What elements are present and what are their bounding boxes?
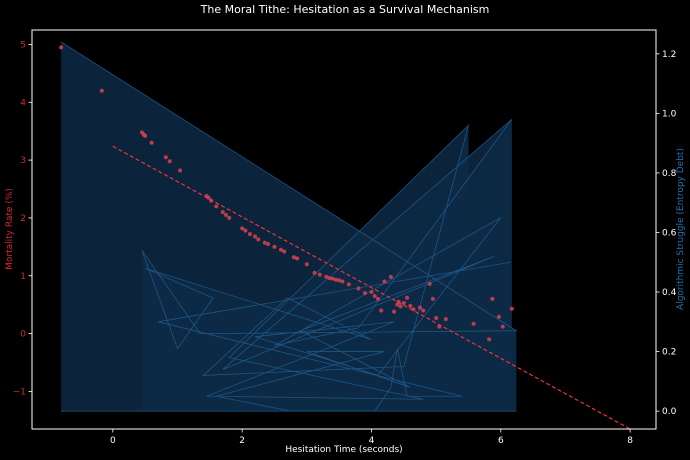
data-point	[398, 304, 403, 309]
data-point	[282, 249, 287, 254]
data-point	[272, 244, 277, 249]
data-point	[356, 286, 361, 291]
data-point	[401, 300, 406, 305]
data-point	[256, 237, 261, 242]
data-point	[291, 255, 296, 260]
y2-tick-label: 0.2	[662, 348, 676, 358]
data-point	[312, 270, 317, 275]
data-point	[471, 321, 476, 326]
data-point	[324, 274, 329, 279]
y2-tick-label: 1.2	[662, 50, 676, 60]
data-point	[295, 256, 300, 261]
data-point	[388, 274, 393, 279]
data-point	[434, 315, 439, 320]
x-tick-label: 8	[627, 436, 633, 446]
x-tick-label: 2	[239, 436, 245, 446]
data-point	[337, 278, 342, 283]
data-point	[496, 314, 501, 319]
data-point	[487, 337, 492, 342]
trend-dashed-line	[112, 145, 631, 430]
data-point	[223, 213, 228, 218]
data-point	[253, 234, 258, 239]
data-point	[405, 295, 410, 300]
y-tick-label: 2	[20, 214, 26, 224]
data-point	[262, 240, 267, 245]
y-tick-label: 4	[20, 98, 26, 108]
y-tick-label: −1	[13, 387, 26, 397]
data-point	[417, 305, 422, 310]
data-point	[327, 276, 332, 281]
entropy-area-series	[60, 41, 518, 412]
data-point	[408, 303, 413, 308]
data-point	[411, 307, 416, 312]
x-axis: 0 2 4 6 8	[110, 429, 633, 446]
y2-tick-label: 0.8	[662, 169, 677, 179]
x-tick-label: 4	[369, 436, 375, 446]
data-point	[382, 279, 387, 284]
data-point	[340, 279, 345, 284]
data-point	[437, 324, 442, 329]
data-point	[379, 308, 384, 313]
mortality-trend-line	[112, 145, 631, 430]
plot-area	[59, 41, 631, 430]
data-point	[509, 306, 514, 311]
y-tick-label: 5	[20, 40, 26, 50]
data-point	[490, 296, 495, 301]
right-y-axis-label: Algorithmic Struggle (Entropy Debt)	[676, 148, 686, 310]
entropy-fill-segment	[158, 262, 511, 412]
y2-tick-label: 0.6	[662, 228, 677, 238]
data-point	[220, 210, 225, 215]
data-point	[372, 294, 377, 298]
data-point	[317, 272, 322, 277]
plot-frame	[31, 29, 657, 430]
data-point	[243, 228, 248, 233]
data-point	[369, 289, 374, 294]
data-point	[278, 247, 283, 252]
data-point	[209, 198, 214, 203]
left-y-axis: −1 0 1 2 3 4 5	[13, 40, 32, 397]
x-tick-label: 0	[110, 436, 116, 446]
data-point	[178, 168, 183, 173]
y-tick-label: 0	[20, 330, 26, 340]
data-point	[143, 133, 148, 138]
data-point	[427, 281, 432, 286]
data-point	[247, 232, 252, 237]
data-point	[304, 262, 309, 267]
data-point	[392, 309, 397, 314]
y2-tick-label: 0.0	[662, 407, 677, 417]
right-y-axis: 0.0 0.2 0.4 0.6 0.8 1.0 1.2	[656, 50, 677, 417]
data-point	[375, 296, 380, 301]
data-point	[59, 45, 64, 50]
x-tick-label: 6	[498, 436, 504, 446]
y2-tick-label: 1.0	[662, 109, 677, 119]
y2-tick-label: 0.4	[662, 288, 677, 298]
chart-title: The Moral Tithe: Hesitation as a Surviva…	[200, 3, 490, 16]
data-point	[227, 215, 232, 220]
y-tick-label: 3	[20, 156, 26, 166]
y-tick-label: 1	[20, 272, 26, 282]
data-point	[500, 324, 505, 329]
data-point	[443, 317, 448, 322]
data-point	[430, 296, 435, 301]
data-point	[346, 282, 351, 287]
data-point	[363, 291, 368, 296]
x-axis-label: Hesitation Time (seconds)	[285, 445, 402, 455]
data-point	[333, 277, 338, 282]
data-point	[163, 155, 168, 160]
data-point	[167, 159, 172, 164]
data-point	[206, 195, 211, 200]
data-point	[214, 204, 219, 209]
mortality-scatter-series	[59, 45, 514, 342]
data-point	[240, 226, 245, 231]
data-point	[149, 140, 154, 145]
left-y-axis-label: Mortality Rate (%)	[5, 188, 15, 270]
data-point	[330, 276, 335, 281]
data-point	[266, 241, 271, 246]
data-point	[99, 88, 104, 93]
data-point	[421, 308, 426, 313]
data-point	[396, 299, 401, 304]
